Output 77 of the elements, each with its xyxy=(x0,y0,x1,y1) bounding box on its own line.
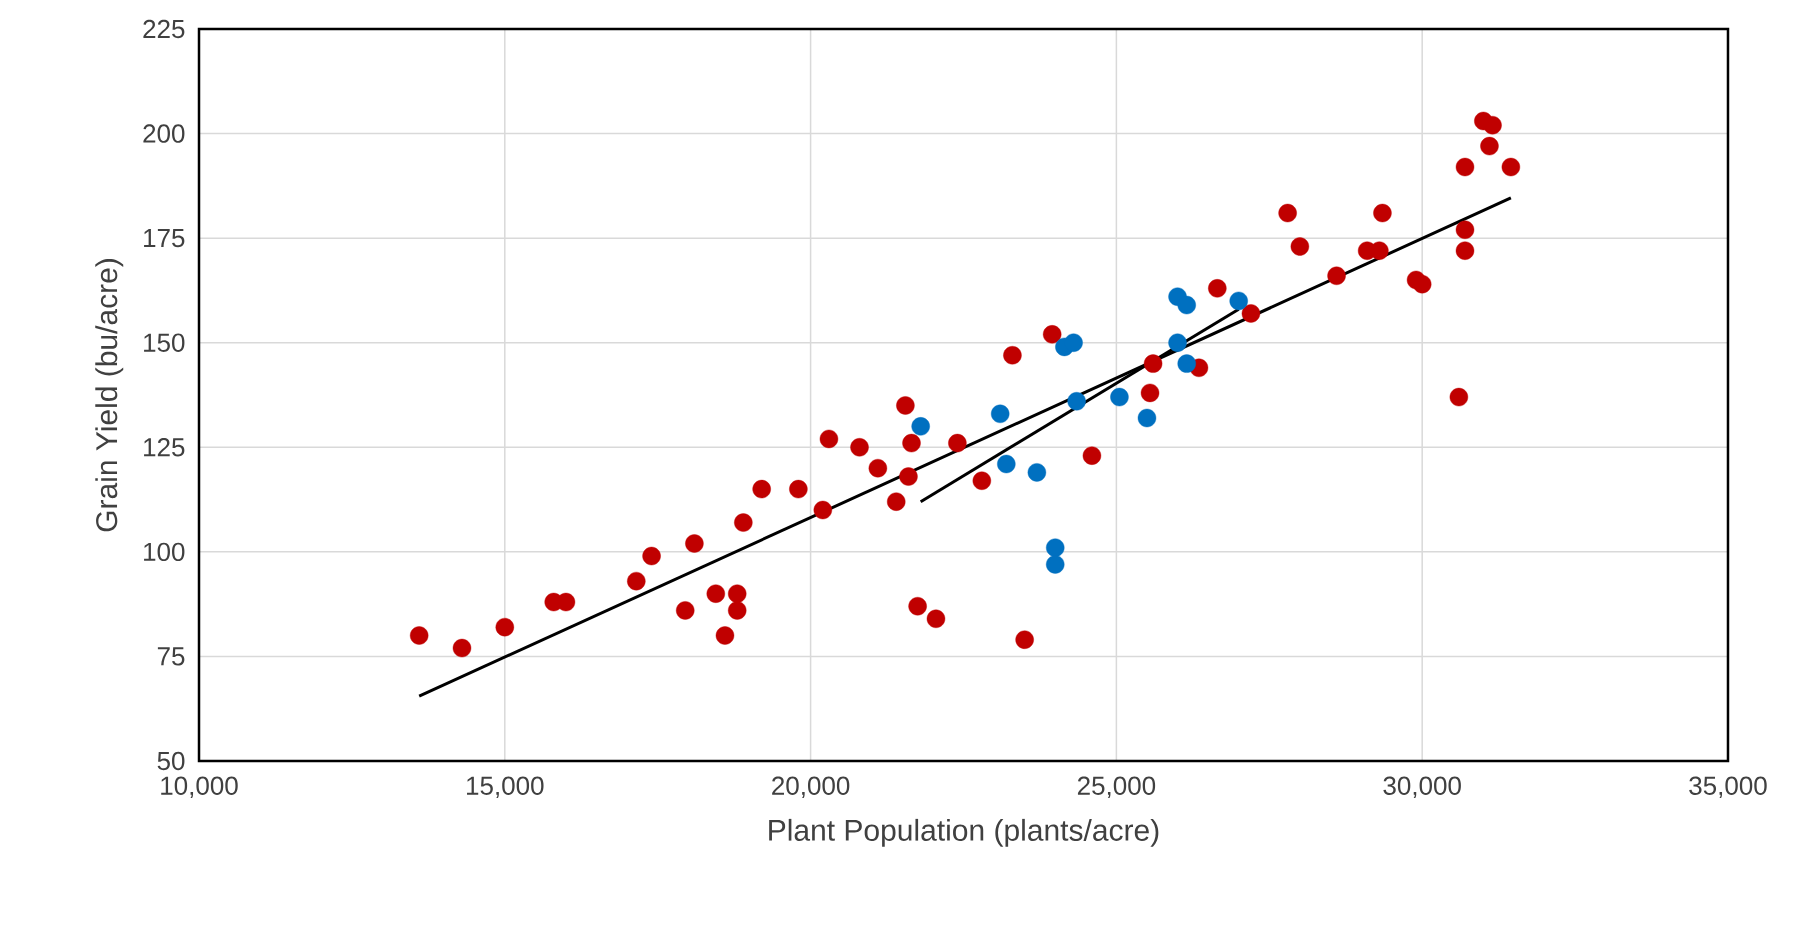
y-tick-label: 225 xyxy=(143,19,185,39)
point xyxy=(926,609,946,628)
point xyxy=(1501,157,1521,177)
point xyxy=(1015,630,1034,649)
point xyxy=(676,601,695,620)
point xyxy=(1455,220,1475,239)
point xyxy=(1327,266,1346,285)
point xyxy=(1143,354,1163,373)
y-tick-label: 100 xyxy=(144,542,185,562)
point xyxy=(1110,387,1129,407)
y-tick-label: 75 xyxy=(157,647,185,666)
point xyxy=(896,396,915,415)
x-tick-label: 30,000 xyxy=(1383,776,1461,799)
point xyxy=(972,471,992,490)
point xyxy=(1177,295,1196,315)
point xyxy=(1455,241,1475,260)
point xyxy=(899,467,918,486)
point xyxy=(908,597,927,616)
point xyxy=(1064,333,1083,352)
y-axis-title: Grain Yield (bu/acre) xyxy=(95,259,124,532)
point xyxy=(556,592,576,612)
point xyxy=(1278,203,1297,223)
x-tick-label: 20,000 xyxy=(772,776,850,799)
point xyxy=(715,626,735,645)
point xyxy=(887,492,906,511)
point xyxy=(1480,136,1499,156)
y-tick-label: 50 xyxy=(157,751,185,771)
y-tick-label: 125 xyxy=(144,438,185,457)
point xyxy=(1046,538,1065,557)
point xyxy=(911,417,930,436)
x-axis-title: Plant Population (plants/acre) xyxy=(769,818,1159,847)
point xyxy=(452,638,472,658)
y-tick-label: 175 xyxy=(144,229,185,248)
point xyxy=(706,584,725,603)
point xyxy=(1027,463,1047,482)
point xyxy=(495,617,514,637)
point xyxy=(734,513,753,532)
y-tick-label: 150 xyxy=(144,333,185,352)
x-tick-label: 15,000 xyxy=(467,776,544,799)
point xyxy=(990,404,1010,424)
point xyxy=(1177,354,1196,373)
x-tick-label: 25,000 xyxy=(1077,776,1156,799)
point xyxy=(1373,203,1392,223)
point xyxy=(1137,408,1157,428)
point xyxy=(813,500,833,520)
point xyxy=(868,459,888,478)
point xyxy=(752,479,771,499)
point xyxy=(1483,116,1502,135)
point xyxy=(1140,383,1160,403)
point xyxy=(1042,325,1062,344)
point xyxy=(1241,304,1261,323)
point xyxy=(409,626,429,645)
point xyxy=(1208,279,1227,298)
point xyxy=(1003,346,1022,365)
y-tick-label: 200 xyxy=(143,124,185,143)
x-tick-label: 10,000 xyxy=(161,776,238,799)
point xyxy=(1455,157,1475,177)
point xyxy=(1290,237,1310,256)
point xyxy=(789,479,808,499)
point xyxy=(1168,333,1187,352)
point xyxy=(1449,387,1469,407)
point xyxy=(1229,291,1248,311)
point xyxy=(997,454,1016,474)
point xyxy=(902,433,921,453)
point xyxy=(642,546,661,566)
point xyxy=(850,438,869,457)
point xyxy=(948,433,967,453)
point xyxy=(728,584,747,603)
x-tick-label: 35,000 xyxy=(1689,776,1767,799)
point xyxy=(819,429,839,449)
point xyxy=(1067,392,1086,411)
point xyxy=(627,571,646,591)
point xyxy=(1046,555,1065,574)
point xyxy=(1412,274,1432,294)
point xyxy=(685,534,704,553)
point xyxy=(728,601,747,620)
point xyxy=(1082,446,1102,465)
